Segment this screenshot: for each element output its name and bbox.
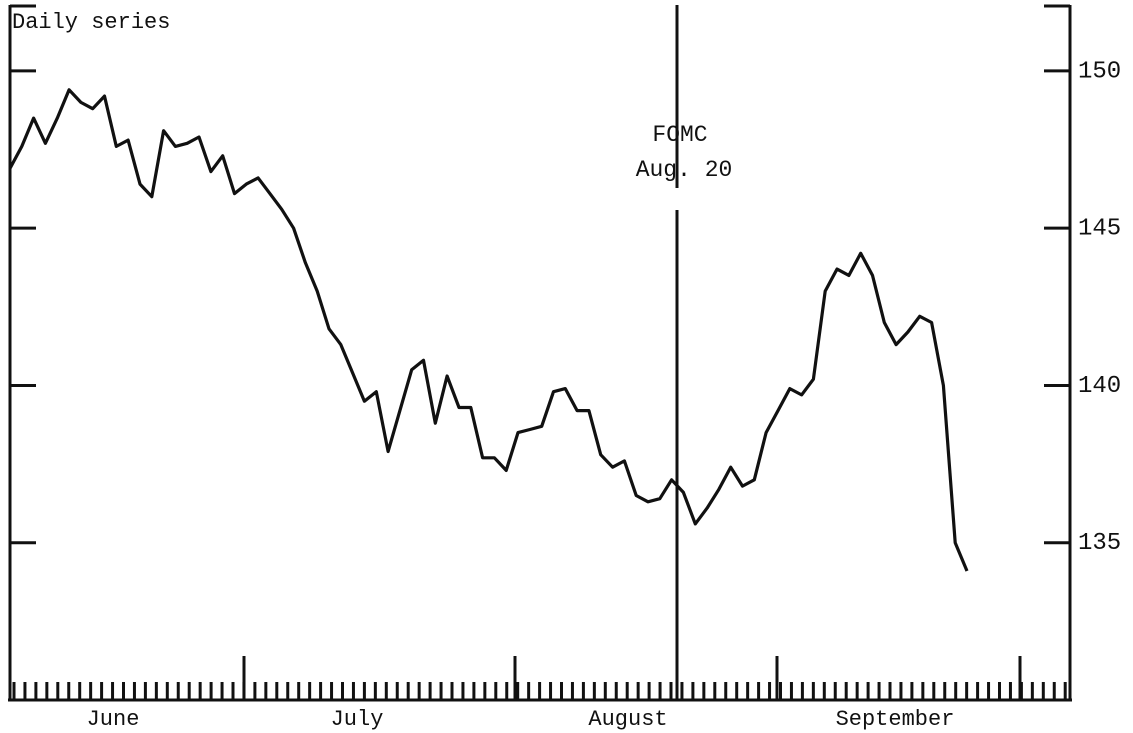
x-tick-label: June xyxy=(87,707,140,732)
annotation-text: Aug. 20 xyxy=(636,157,733,183)
y-tick-label: 145 xyxy=(1078,216,1121,243)
data-line xyxy=(8,88,969,572)
chart-title: Daily series xyxy=(12,10,170,35)
annotation-text: FOMC xyxy=(652,122,707,148)
y-tick-label: 135 xyxy=(1078,530,1121,557)
y-tick-label: 150 xyxy=(1078,58,1121,85)
x-tick-label: August xyxy=(588,707,667,732)
y-tick-label: 140 xyxy=(1078,373,1121,400)
x-tick-label: September xyxy=(836,707,955,732)
x-tick-label: July xyxy=(331,707,384,732)
